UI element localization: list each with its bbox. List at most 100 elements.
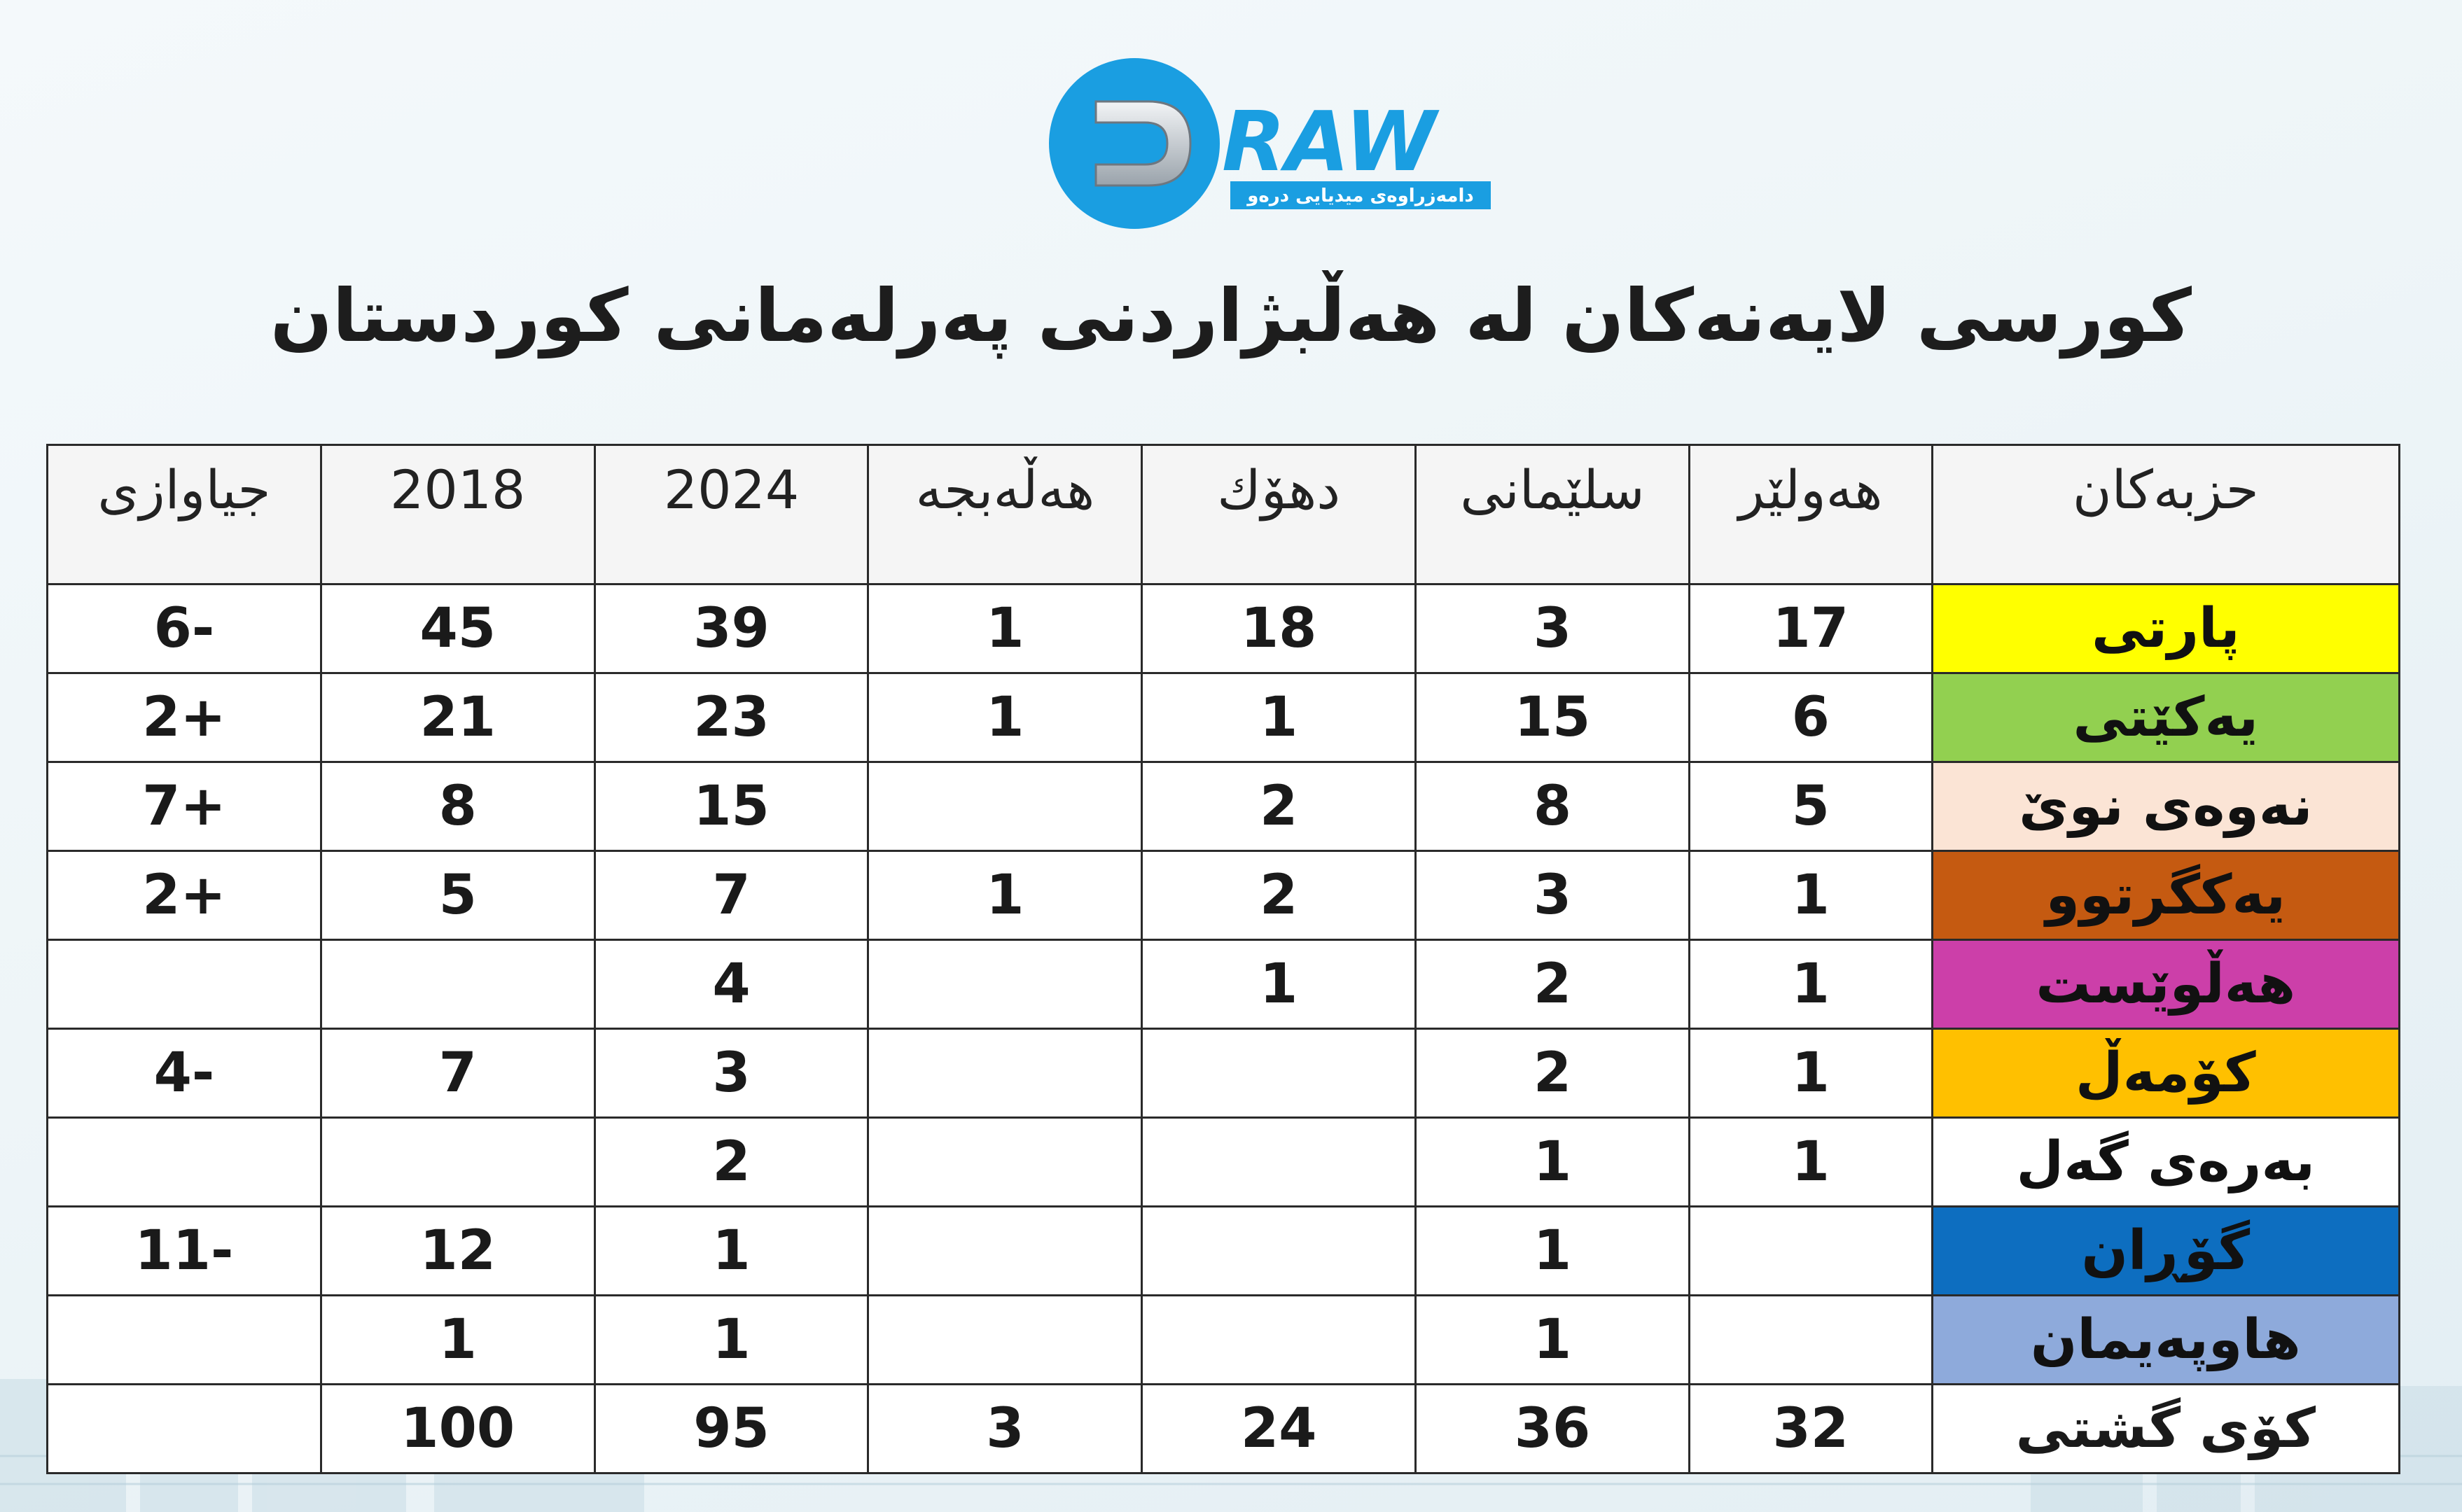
seats-2024-cell: 1 <box>593 1205 870 1296</box>
logo-tagline-bar <box>1230 181 1491 209</box>
logo-tagline: دامەزراوەی میدیایی درەو <box>1246 186 1474 206</box>
header-parties: حزبەکان <box>1931 444 2401 585</box>
page-title: کورسی لایەنەکان لە هەڵبژاردنی پەرلەمانی … <box>270 273 2192 358</box>
total-duhok-cell: 24 <box>1141 1383 1417 1474</box>
difference-cell: +2 <box>46 672 322 763</box>
difference-cell <box>46 939 322 1030</box>
party-name-cell: هەڵوێست <box>1931 939 2401 1030</box>
sulaymaniyah-cell: 2 <box>1414 939 1690 1030</box>
erbil-cell <box>1688 1205 1933 1296</box>
seats-2018-cell <box>319 939 596 1030</box>
erbil-cell: 1 <box>1688 939 1933 1030</box>
table-row: 1 1 1 هاوپەیمان <box>46 1294 2401 1385</box>
party-name-cell: گۆڕان <box>1931 1205 2401 1296</box>
halabja-cell <box>867 1028 1143 1119</box>
sulaymaniyah-cell: 3 <box>1414 583 1690 674</box>
table-row: -11 12 1 1 گۆڕان <box>46 1205 2401 1296</box>
seats-2024-cell: 3 <box>593 1028 870 1119</box>
seats-2024-cell: 15 <box>593 761 870 852</box>
table-row: +7 8 15 2 8 5 نەوەی نوێ <box>46 761 2401 852</box>
halabja-cell: 1 <box>867 672 1143 763</box>
duhok-cell: 2 <box>1141 850 1417 941</box>
halabja-cell <box>867 1205 1143 1296</box>
header-row: جیاوازی 2018 2024 هەڵەبجە دهۆك سلێمانی ه… <box>46 444 2401 585</box>
halabja-cell <box>867 939 1143 1030</box>
difference-cell: +7 <box>46 761 322 852</box>
seats-2024-cell: 7 <box>593 850 870 941</box>
seats-2018-cell <box>319 1116 596 1208</box>
table-row: 4 1 2 1 هەڵوێست <box>46 939 2401 1030</box>
duhok-cell <box>1141 1028 1417 1119</box>
difference-cell <box>46 1116 322 1208</box>
table-row: -6 45 39 1 18 3 17 پارتی <box>46 583 2401 674</box>
total-difference-cell <box>46 1383 322 1474</box>
seats-2018-cell: 21 <box>319 672 596 763</box>
halabja-cell <box>867 1294 1143 1385</box>
party-name-cell: یەکێتی <box>1931 672 2401 763</box>
seats-2018-cell: 1 <box>319 1294 596 1385</box>
duhok-cell: 1 <box>1141 939 1417 1030</box>
seats-2018-cell: 5 <box>319 850 596 941</box>
halabja-cell <box>867 761 1143 852</box>
party-name-cell: هاوپەیمان <box>1931 1294 2401 1385</box>
seats-2018-cell: 7 <box>319 1028 596 1119</box>
duhok-cell: 1 <box>1141 672 1417 763</box>
seats-table: جیاوازی 2018 2024 هەڵەبجە دهۆك سلێمانی ه… <box>46 444 2401 1474</box>
sulaymaniyah-cell: 8 <box>1414 761 1690 852</box>
seats-2018-cell: 8 <box>319 761 596 852</box>
difference-cell: +2 <box>46 850 322 941</box>
table-row: -4 7 3 2 1 کۆمەڵ <box>46 1028 2401 1119</box>
total-halabja-cell: 3 <box>867 1383 1143 1474</box>
party-name-cell: پارتی <box>1931 583 2401 674</box>
seats-2018-cell: 12 <box>319 1205 596 1296</box>
erbil-cell: 17 <box>1688 583 1933 674</box>
logo-d-shape <box>1094 100 1192 187</box>
sulaymaniyah-cell: 2 <box>1414 1028 1690 1119</box>
sulaymaniyah-cell: 1 <box>1414 1294 1690 1385</box>
total-erbil-cell: 32 <box>1688 1383 1933 1474</box>
party-name-cell: کۆمەڵ <box>1931 1028 2401 1119</box>
total-seats-2018-cell: 100 <box>319 1383 596 1474</box>
erbil-cell: 5 <box>1688 761 1933 852</box>
duhok-cell <box>1141 1294 1417 1385</box>
total-party-name-cell: کۆی گشتی <box>1931 1383 2401 1474</box>
duhok-cell: 18 <box>1141 583 1417 674</box>
total-row: 100 95 3 24 36 32 کۆی گشتی <box>46 1383 2401 1474</box>
duhok-cell <box>1141 1205 1417 1296</box>
halabja-cell <box>867 1116 1143 1208</box>
seats-2024-cell: 4 <box>593 939 870 1030</box>
difference-cell: -11 <box>46 1205 322 1296</box>
seats-2024-cell: 39 <box>593 583 870 674</box>
header-2024: 2024 <box>593 444 870 585</box>
party-name-cell: بەرەی گەل <box>1931 1116 2401 1208</box>
sulaymaniyah-cell: 3 <box>1414 850 1690 941</box>
erbil-cell: 1 <box>1688 1116 1933 1208</box>
draw-logo: RAW دامەزراوەی میدیایی درەو <box>1049 58 1491 229</box>
seats-2024-cell: 2 <box>593 1116 870 1208</box>
header-halabja: هەڵەبجە <box>867 444 1143 585</box>
logo-circle <box>1049 58 1220 229</box>
duhok-cell <box>1141 1116 1417 1208</box>
logo-wordmark: RAW <box>1222 93 1440 190</box>
erbil-cell: 1 <box>1688 850 1933 941</box>
table-row: +2 5 7 1 2 3 1 یەکگرتوو <box>46 850 2401 941</box>
duhok-cell: 2 <box>1141 761 1417 852</box>
total-seats-2024-cell: 95 <box>593 1383 870 1474</box>
halabja-cell: 1 <box>867 850 1143 941</box>
seats-2024-cell: 1 <box>593 1294 870 1385</box>
sulaymaniyah-cell: 1 <box>1414 1205 1690 1296</box>
difference-cell <box>46 1294 322 1385</box>
sulaymaniyah-cell: 1 <box>1414 1116 1690 1208</box>
difference-cell: -4 <box>46 1028 322 1119</box>
header-duhok: دهۆك <box>1141 444 1417 585</box>
party-name-cell: یەکگرتوو <box>1931 850 2401 941</box>
seats-2024-cell: 23 <box>593 672 870 763</box>
erbil-cell <box>1688 1294 1933 1385</box>
total-sulaymaniyah-cell: 36 <box>1414 1383 1690 1474</box>
table-row: +2 21 23 1 1 15 6 یەکێتی <box>46 672 2401 763</box>
erbil-cell: 6 <box>1688 672 1933 763</box>
difference-cell: -6 <box>46 583 322 674</box>
seats-2018-cell: 45 <box>319 583 596 674</box>
table-row: 2 1 1 بەرەی گەل <box>46 1116 2401 1208</box>
header-sulaymaniyah: سلێمانی <box>1414 444 1690 585</box>
